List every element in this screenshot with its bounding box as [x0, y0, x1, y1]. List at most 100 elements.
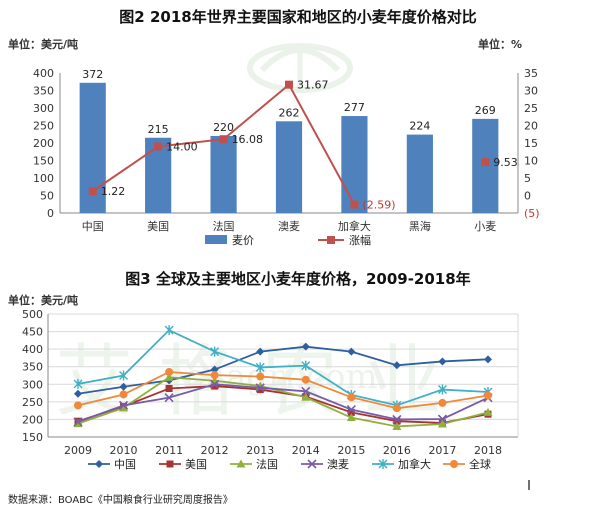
- chart2-point: [347, 347, 356, 356]
- chart1-growth-value-label: 1.22: [101, 185, 126, 198]
- chart1-category-label: 中国: [82, 220, 104, 233]
- chart1-left-tick-label: 100: [33, 172, 54, 185]
- chart2-legend-label: 美国: [185, 458, 207, 471]
- chart2-legend-marker: [236, 459, 246, 468]
- chart1-growth-value-label: 31.67: [297, 79, 329, 92]
- chart2-x-tick-label: 2013: [246, 444, 274, 457]
- chart1-bar: [406, 134, 433, 213]
- chart1-right-tick-label: 30: [524, 85, 538, 98]
- chart2-point: [256, 386, 264, 394]
- chart1-growth-marker: [219, 135, 228, 144]
- chart2-point: [346, 413, 356, 422]
- chart1-growth-marker: [481, 158, 490, 167]
- chart1-right-tick-label: 25: [524, 102, 538, 115]
- chart2-point: [255, 383, 265, 393]
- chart1-bar-value-label: 277: [344, 101, 365, 114]
- chart1-title: 图2 2018年世界主要国家和地区的小麦年度价格对比: [119, 8, 476, 26]
- chart1-growth-value-label: (2.59): [362, 199, 395, 212]
- chart2-point: [164, 393, 174, 403]
- chart1-growth-value-label: 14.00: [166, 141, 198, 154]
- chart2-legend: 中国 美国 法国 澳麦 加拿大 全球: [88, 457, 491, 471]
- chart2-point: [165, 367, 174, 376]
- chart2-point: [210, 365, 219, 374]
- chart1-bar-value-label: 372: [82, 68, 103, 81]
- chart2-point: [301, 360, 311, 371]
- chart2-point: [255, 362, 265, 373]
- chart1-right-tick-label: 15: [524, 137, 538, 150]
- chart2-point: [347, 408, 355, 416]
- chart1-bar-value-label: 262: [279, 106, 300, 119]
- chart2-x-tick-label: 2015: [337, 444, 365, 457]
- chart2-legend-label: 中国: [114, 458, 136, 471]
- chart1-legend-bar-swatch: [205, 235, 227, 244]
- chart2-legend-marker: [378, 459, 388, 469]
- chart2-y-tick-label: 400: [22, 343, 43, 356]
- chart1-right-unit: 单位：%: [478, 37, 522, 51]
- chart2-title: 图3 全球及主要地区小麦年度价格，2009-2018年: [125, 270, 470, 288]
- chart1-bar-value-label: 220: [213, 121, 234, 134]
- chart2-y-tick-label: 450: [22, 326, 43, 339]
- chart2-point: [438, 357, 447, 366]
- chart2-legend-label: 澳麦: [327, 458, 349, 471]
- chart2-point: [210, 379, 220, 389]
- chart2-point: [437, 419, 447, 428]
- chart2-point: [438, 398, 447, 407]
- chart2-point: [119, 390, 128, 399]
- chart1-left-tick-label: 200: [33, 137, 54, 150]
- chart1-growth-marker: [350, 200, 359, 209]
- chart2-legend-marker: [95, 460, 103, 468]
- chart2-grid: 150 200 250 300 350 400 450 500 2009 2010 2011 2012…: [22, 308, 519, 457]
- chart2-x-tick-label: 2014: [292, 444, 320, 457]
- chart2-point: [392, 361, 401, 370]
- chart1-bar-value-label: 269: [475, 104, 496, 117]
- chart2-point: [346, 405, 356, 415]
- chart2-x-tick-label: 2012: [201, 444, 229, 457]
- chart1-left-unit: 单位：美元/吨: [8, 37, 78, 51]
- chart1-left-tick-label: 400: [33, 67, 54, 80]
- chart1-left-tick-label: 300: [33, 102, 54, 115]
- chart1-category-label: 加拿大: [338, 219, 371, 233]
- chart1-legend-line-marker: [327, 236, 335, 244]
- chart2-point: [164, 372, 174, 381]
- chart2-point: [301, 386, 311, 396]
- chart2-point: [483, 407, 493, 416]
- chart2-point: [301, 375, 310, 384]
- chart1-left-tick-label: 50: [40, 190, 54, 203]
- chart1-growth-value-label: 16.08: [232, 133, 263, 146]
- chart2-point: [118, 400, 129, 410]
- chart2-point: [256, 347, 265, 356]
- chart2-point: [393, 417, 401, 425]
- chart1-category-label: 美国: [147, 220, 169, 233]
- chart2-y-tick-label: 500: [22, 308, 43, 321]
- chart2-x-tick-label: 2017: [428, 444, 456, 457]
- chart1-left-tick-label: 150: [33, 155, 54, 168]
- chart2-x-tick-label: 2009: [64, 444, 92, 457]
- chart2-point: [165, 385, 173, 393]
- chart1-growth-marker: [285, 80, 293, 89]
- chart2-point: [484, 355, 492, 364]
- chart2-legend-marker: [307, 459, 317, 469]
- chart1-left-tick-label: 0: [47, 207, 54, 220]
- svg-text:艾 格 农 业: 艾 格 农 业: [55, 337, 441, 427]
- chart2-legend-label: 法国: [256, 457, 278, 471]
- watermark-logo-icon: [247, 43, 353, 93]
- chart2-y-tick-label: 350: [22, 361, 43, 374]
- chart2-point: [484, 391, 492, 400]
- chart2-point: [73, 417, 83, 427]
- chart1-right-tick-label: (5): [524, 207, 540, 220]
- chart1-growth-marker: [154, 142, 163, 151]
- chart1-right-tick-label: 0: [524, 190, 531, 203]
- chart1-left-tick-label: 350: [33, 85, 54, 98]
- chart2-point: [347, 393, 356, 402]
- chart1-right-tick-label: 10: [524, 155, 538, 168]
- chart2-x-tick-label: 2016: [383, 444, 411, 457]
- chart2-point: [119, 370, 129, 381]
- chart2-point: [392, 404, 401, 413]
- chart1-legend: 麦价 涨幅: [205, 234, 371, 247]
- chart1-left-tick-label: 250: [33, 120, 54, 133]
- chart2-y-tick-label: 300: [22, 378, 43, 391]
- chart2-legend-marker: [450, 460, 458, 468]
- chart2-series-line: [77, 376, 489, 428]
- chart2-x-tick-label: 2010: [110, 444, 138, 457]
- chart2-point: [392, 421, 402, 430]
